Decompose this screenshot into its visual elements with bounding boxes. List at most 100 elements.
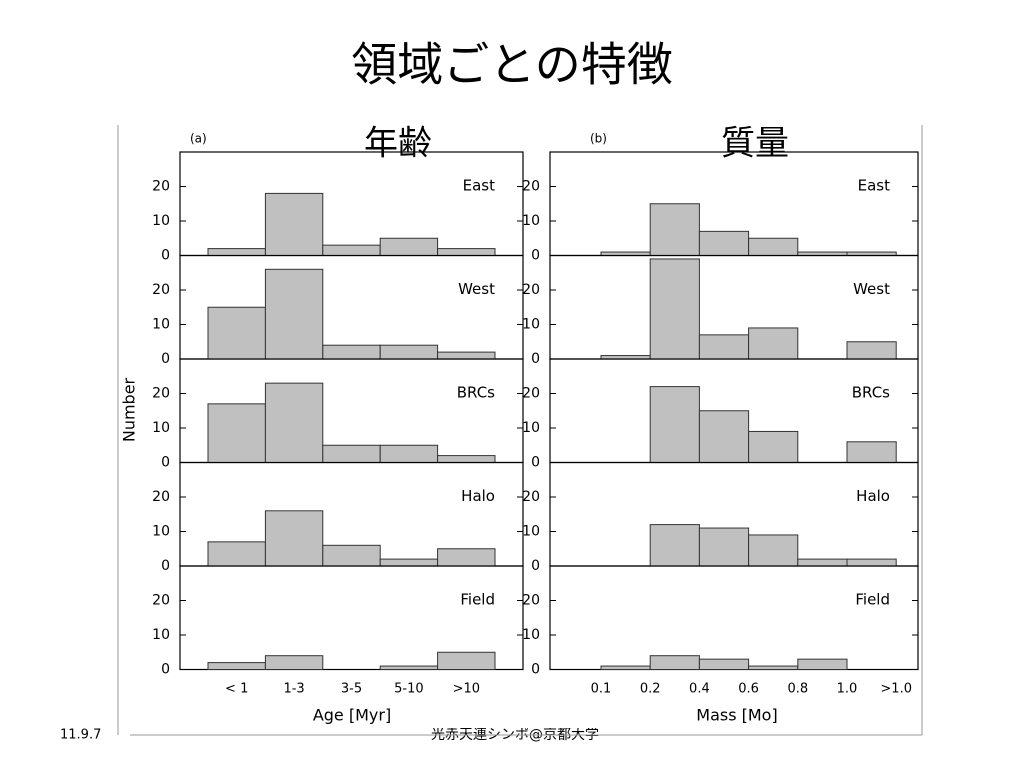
x-tick-label: 0.2 bbox=[640, 682, 661, 697]
y-tick-label: 0 bbox=[161, 351, 170, 367]
bar bbox=[264, 268, 324, 360]
x-tick-label: >10 bbox=[453, 682, 480, 697]
chart-title: 質量 bbox=[721, 124, 789, 164]
bar bbox=[748, 534, 799, 567]
bar bbox=[379, 237, 439, 256]
bar bbox=[264, 655, 324, 671]
y-tick-label: 10 bbox=[152, 524, 170, 540]
y-tick-label: 20 bbox=[152, 489, 170, 505]
panel-name: West bbox=[853, 280, 890, 298]
bar bbox=[748, 430, 799, 464]
bar bbox=[649, 524, 700, 567]
y-tick-label: 10 bbox=[152, 627, 170, 643]
y-tick-label: 20 bbox=[522, 593, 540, 609]
y-tick-label: 0 bbox=[161, 662, 170, 678]
bar bbox=[322, 244, 381, 256]
y-tick-label: 0 bbox=[531, 558, 540, 574]
panel-name: BRCs bbox=[852, 384, 890, 402]
bar bbox=[207, 403, 266, 464]
y-tick-label: 0 bbox=[161, 455, 170, 471]
bar bbox=[379, 665, 439, 670]
y-tick-label: 20 bbox=[522, 282, 540, 298]
y-tick-label: 20 bbox=[152, 386, 170, 402]
bar bbox=[600, 665, 651, 670]
panel-name: East bbox=[858, 177, 890, 195]
bar bbox=[649, 203, 700, 256]
bar bbox=[649, 258, 700, 360]
panel-name: Field bbox=[460, 591, 495, 609]
slide-title: 領域ごとの特徴 bbox=[351, 38, 673, 92]
bar bbox=[649, 655, 700, 671]
x-tick-label: >1.0 bbox=[880, 682, 912, 697]
bar bbox=[207, 306, 266, 360]
y-tick-label: 10 bbox=[152, 317, 170, 333]
bar bbox=[698, 230, 750, 257]
y-tick-label: 20 bbox=[522, 489, 540, 505]
bar bbox=[379, 444, 439, 463]
footer-date: 11.9.7 bbox=[60, 728, 101, 743]
y-tick-label: 10 bbox=[522, 420, 540, 436]
y-tick-label: 20 bbox=[152, 282, 170, 298]
bar bbox=[698, 334, 750, 360]
bar bbox=[437, 351, 496, 360]
bar bbox=[846, 441, 897, 463]
bar bbox=[264, 510, 324, 567]
bar bbox=[698, 527, 750, 567]
x-axis-label: Age [Myr] bbox=[313, 706, 391, 725]
bar bbox=[322, 344, 381, 360]
x-tick-label: 3-5 bbox=[341, 682, 362, 697]
y-tick-label: 0 bbox=[531, 662, 540, 678]
y-tick-label: 0 bbox=[531, 455, 540, 471]
bar bbox=[379, 558, 439, 567]
bar bbox=[748, 237, 799, 256]
panel-label: (a) bbox=[190, 132, 207, 146]
bar bbox=[748, 665, 799, 670]
x-axis-label: Mass [Mo] bbox=[696, 706, 777, 725]
x-tick-label: 0.6 bbox=[738, 682, 759, 697]
y-tick-label: 20 bbox=[152, 593, 170, 609]
bar bbox=[322, 544, 381, 567]
bar bbox=[437, 548, 496, 567]
bar bbox=[846, 558, 897, 567]
y-tick-label: 0 bbox=[531, 248, 540, 264]
bar bbox=[207, 248, 266, 257]
y-tick-label: 20 bbox=[152, 179, 170, 195]
panel-label: (b) bbox=[590, 132, 607, 146]
bar bbox=[322, 444, 381, 463]
panel-name: Field bbox=[855, 591, 890, 609]
panel-frame bbox=[179, 565, 524, 671]
y-tick-label: 20 bbox=[522, 386, 540, 402]
bar bbox=[264, 382, 324, 463]
y-axis-label: Number bbox=[120, 377, 139, 442]
panel-name: BRCs bbox=[457, 384, 495, 402]
bar bbox=[264, 192, 324, 256]
x-tick-label: 0.8 bbox=[787, 682, 808, 697]
x-tick-label: < 1 bbox=[225, 682, 248, 697]
bar bbox=[207, 541, 266, 567]
bar bbox=[649, 386, 700, 464]
bar bbox=[797, 658, 848, 671]
y-tick-label: 0 bbox=[531, 351, 540, 367]
y-tick-label: 0 bbox=[161, 558, 170, 574]
y-tick-label: 10 bbox=[522, 627, 540, 643]
bar bbox=[437, 651, 496, 670]
x-tick-label: 0.1 bbox=[591, 682, 612, 697]
bar bbox=[846, 341, 897, 360]
panel-name: Halo bbox=[856, 487, 890, 505]
y-tick-label: 20 bbox=[522, 179, 540, 195]
y-tick-label: 10 bbox=[152, 420, 170, 436]
bar bbox=[797, 558, 848, 567]
panel-name: East bbox=[463, 177, 495, 195]
x-tick-label: 0.4 bbox=[689, 682, 710, 697]
y-tick-label: 10 bbox=[522, 317, 540, 333]
y-tick-label: 10 bbox=[152, 213, 170, 229]
bar bbox=[207, 662, 266, 670]
y-tick-label: 0 bbox=[161, 248, 170, 264]
x-tick-label: 5-10 bbox=[394, 682, 424, 697]
bar bbox=[698, 658, 750, 671]
y-tick-label: 10 bbox=[522, 213, 540, 229]
bar bbox=[698, 410, 750, 463]
bar bbox=[437, 455, 496, 464]
bar bbox=[379, 344, 439, 360]
